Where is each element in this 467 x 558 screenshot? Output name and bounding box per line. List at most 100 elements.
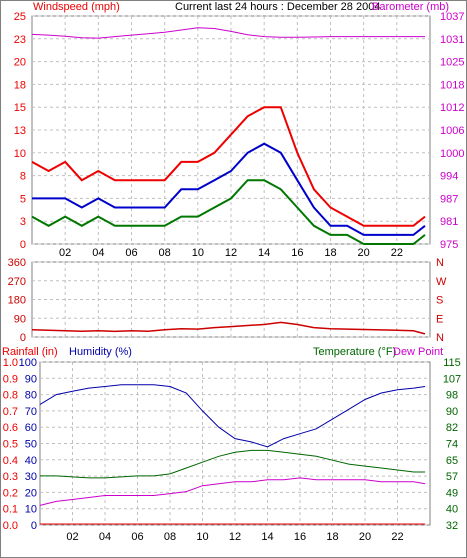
humidity-y-tick: 30: [25, 471, 37, 483]
compass-y-tick: N: [436, 332, 444, 344]
humidity-y-tick: 70: [25, 406, 37, 418]
wind-y-tick: 13: [14, 125, 26, 137]
humidity-y-tick: 20: [25, 487, 37, 499]
chart-title: Current last 24 hours : December 28 2004: [175, 1, 380, 13]
wind-y-tick: 5: [20, 193, 26, 205]
wind-y-tick: 8: [20, 171, 26, 183]
wind-x-tick: 14: [258, 247, 270, 259]
temperature-y-tick: 65: [446, 455, 458, 467]
thermo-x-tick: 10: [196, 531, 208, 543]
compass-y-tick: S: [436, 295, 443, 307]
direction-grid: [32, 261, 430, 338]
barometer-y-tick: 994: [440, 171, 458, 183]
barometer-y-tick: 987: [440, 193, 458, 205]
wind-direction-line: [31, 321, 426, 335]
rain-y-tick: 0.1: [3, 504, 18, 516]
temperature-y-tick: 90: [446, 406, 458, 418]
direction-y-tick: 0: [20, 332, 26, 344]
temperature-y-tick: 32: [446, 520, 458, 532]
thermo-x-tick: 02: [66, 531, 78, 543]
temperature-y-tick: 40: [446, 504, 458, 516]
barometer-y-tick: 1037: [440, 11, 464, 23]
wind-x-tick: 22: [391, 247, 403, 259]
wind-x-tick: 12: [225, 247, 237, 259]
temperature-y-tick: 98: [446, 390, 458, 402]
barometer-y-tick: 1031: [440, 34, 464, 46]
humidity-y-tick: 100: [19, 357, 37, 369]
wind-x-tick: 18: [324, 247, 336, 259]
rain-y-tick: 0.2: [3, 487, 18, 499]
wind-y-tick: 25: [14, 11, 26, 23]
wind-axis-label: Windspeed (mph): [33, 1, 120, 13]
wind-y-tick: 15: [14, 102, 26, 114]
temperature-y-tick: 82: [446, 422, 458, 434]
humidity-axis-label: Humidity (%): [69, 346, 132, 358]
barometer-y-tick: 1000: [440, 148, 464, 160]
wind-y-left-ticks: 0 3 5 8 10 13 15 18 20 23 25: [14, 11, 26, 251]
wind-x-tick: 10: [192, 247, 204, 259]
wind-y-tick: 10: [14, 148, 26, 160]
direction-y-left-ticks: 0 90 180 270 360: [8, 257, 26, 344]
wind-x-tick: 04: [92, 247, 104, 259]
thermo-grid: [40, 361, 430, 526]
direction-y-tick: 270: [8, 276, 26, 288]
compass-y-tick: E: [436, 313, 443, 325]
rain-y-tick: 0.9: [3, 373, 18, 385]
wind-y-tick: 18: [14, 79, 26, 91]
wind-x-tick: 06: [125, 247, 137, 259]
rain-y-tick: 0.0: [3, 520, 18, 532]
thermo-x-tick: 18: [326, 531, 338, 543]
thermo-x-tick: 14: [261, 531, 273, 543]
rain-y-ticks: 0.0 0.1 0.2 0.3 0.4 0.5 0.6 0.7 0.8 0.9 1.0: [3, 357, 18, 532]
humidity-y-tick: 0: [31, 520, 37, 532]
humidity-y-tick: 80: [25, 390, 37, 402]
humidity-y-tick: 90: [25, 373, 37, 385]
thermo-x-tick: 04: [99, 531, 111, 543]
humidity-y-tick: 60: [25, 422, 37, 434]
thermo-x-tick: 12: [229, 531, 241, 543]
direction-y-tick: 360: [8, 257, 26, 269]
thermo-x-tick: 08: [164, 531, 176, 543]
wind-y-tick: 20: [14, 57, 26, 69]
barometer-y-tick: 1018: [440, 79, 464, 91]
humidity-y-tick: 10: [25, 504, 37, 516]
barometer-y-tick: 975: [440, 239, 458, 251]
temperature-line: [40, 449, 426, 479]
rain-y-tick: 0.4: [3, 455, 18, 467]
wind-y-tick: 3: [20, 216, 26, 228]
wind-series: [31, 27, 426, 245]
temperature-axis-label: Temperature (°F): [313, 346, 396, 358]
barometer-y-tick: 1006: [440, 125, 464, 137]
humidity-y-tick: 50: [25, 439, 37, 451]
thermo-x-ticks: 02 04 06 08 10 12 14 16 18 20 22: [66, 531, 403, 543]
temperature-y-tick: 49: [446, 487, 458, 499]
thermo-series: [39, 384, 426, 525]
wind-x-tick: 20: [358, 247, 370, 259]
barometer-line: [31, 27, 425, 39]
compass-y-tick: W: [436, 276, 447, 288]
rain-y-tick: 0.3: [3, 471, 18, 483]
rain-y-tick: 1.0: [3, 357, 18, 369]
temperature-y-tick: 74: [446, 439, 458, 451]
thermo-x-tick: 20: [359, 531, 371, 543]
wind-average-line: [32, 142, 426, 236]
barometer-y-tick: 981: [440, 216, 458, 228]
dewpoint-axis-label: Dew Point: [393, 346, 443, 358]
thermo-panel: 0.0 0.1 0.2 0.3 0.4 0.5 0.6 0.7 0.8 0.9 1.0 0 10 20 3…: [2, 346, 461, 543]
barometer-y-tick: 1012: [440, 102, 464, 114]
compass-y-tick: N: [436, 257, 444, 269]
wind-x-ticks: 02 04 06 08 10 12 14 16 18 20 22: [59, 247, 403, 259]
temperature-y-ticks: 32 40 49 57 65 74 82 90 98 107 115: [443, 357, 461, 532]
wind-gust-line: [31, 106, 426, 227]
rain-y-tick: 0.6: [3, 422, 18, 434]
barometer-y-right-ticks: 975 981 987 994 1000 1006 1012 1018 1025 1031 1037: [440, 11, 464, 251]
barometer-y-tick: 1025: [440, 57, 464, 69]
direction-y-tick: 180: [8, 295, 26, 307]
wind-x-tick: 16: [291, 247, 303, 259]
temperature-y-tick: 107: [443, 373, 461, 385]
rain-y-tick: 0.7: [3, 406, 18, 418]
